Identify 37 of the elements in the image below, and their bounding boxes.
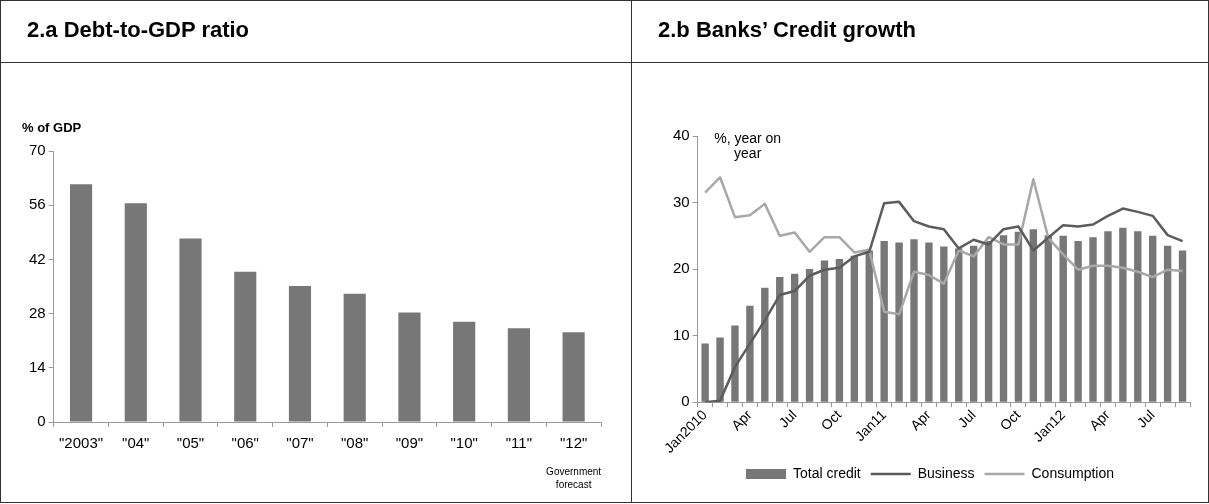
- x-tick-label: Oct: [996, 406, 1024, 434]
- y-axis-title: % of GDP: [22, 120, 82, 136]
- x-tick-label: "07": [286, 434, 314, 452]
- chart-title: 2.a Debt-to-GDP ratio: [1, 1, 631, 63]
- y-tick-label: 20: [673, 259, 690, 277]
- legend-label: Business: [917, 464, 975, 481]
- x-tick-label: Apr: [907, 406, 935, 434]
- x-tick-label: Oct: [817, 406, 845, 434]
- y-tick-label: 0: [37, 412, 46, 430]
- x-tick-label: Apr: [1086, 406, 1114, 434]
- x-tick-label: "05": [176, 434, 205, 452]
- x-tick-label: "08": [341, 434, 369, 452]
- x-tick-label: "04": [122, 434, 150, 452]
- y-axis-title: %, year on year: [714, 129, 782, 161]
- x-tick-label: Jul: [775, 406, 800, 431]
- x-tick-label: Jul: [954, 406, 979, 431]
- text: Government forecast: [546, 465, 602, 490]
- y-tick-label: 42: [29, 249, 46, 267]
- chart-title: 2.b Banks’ Credit growth: [632, 1, 1208, 63]
- y-tick-label: 14: [29, 357, 46, 375]
- x-tick-label: "09": [395, 434, 424, 452]
- x-tick-label: Apr: [728, 406, 755, 434]
- x-tick-label: "2003": [59, 434, 104, 452]
- y-tick-label: 56: [29, 195, 46, 213]
- x-tick-label: "11": [505, 434, 533, 452]
- x-tick-label: Jul: [1133, 406, 1158, 431]
- y-tick-label: 0: [681, 392, 690, 410]
- y-tick-label: 28: [29, 303, 46, 321]
- legend-label: Total credit: [793, 464, 861, 481]
- x-tick-label: "10": [450, 434, 478, 452]
- y-tick-label: 30: [673, 192, 690, 210]
- y-tick-label: 70: [29, 141, 46, 159]
- y-tick-label: 40: [673, 126, 690, 144]
- x-tick-label: "06": [231, 434, 259, 452]
- y-tick-label: 10: [673, 325, 690, 343]
- legend-label: Consumption: [1031, 464, 1115, 481]
- x-tick-label: "12": [559, 434, 588, 452]
